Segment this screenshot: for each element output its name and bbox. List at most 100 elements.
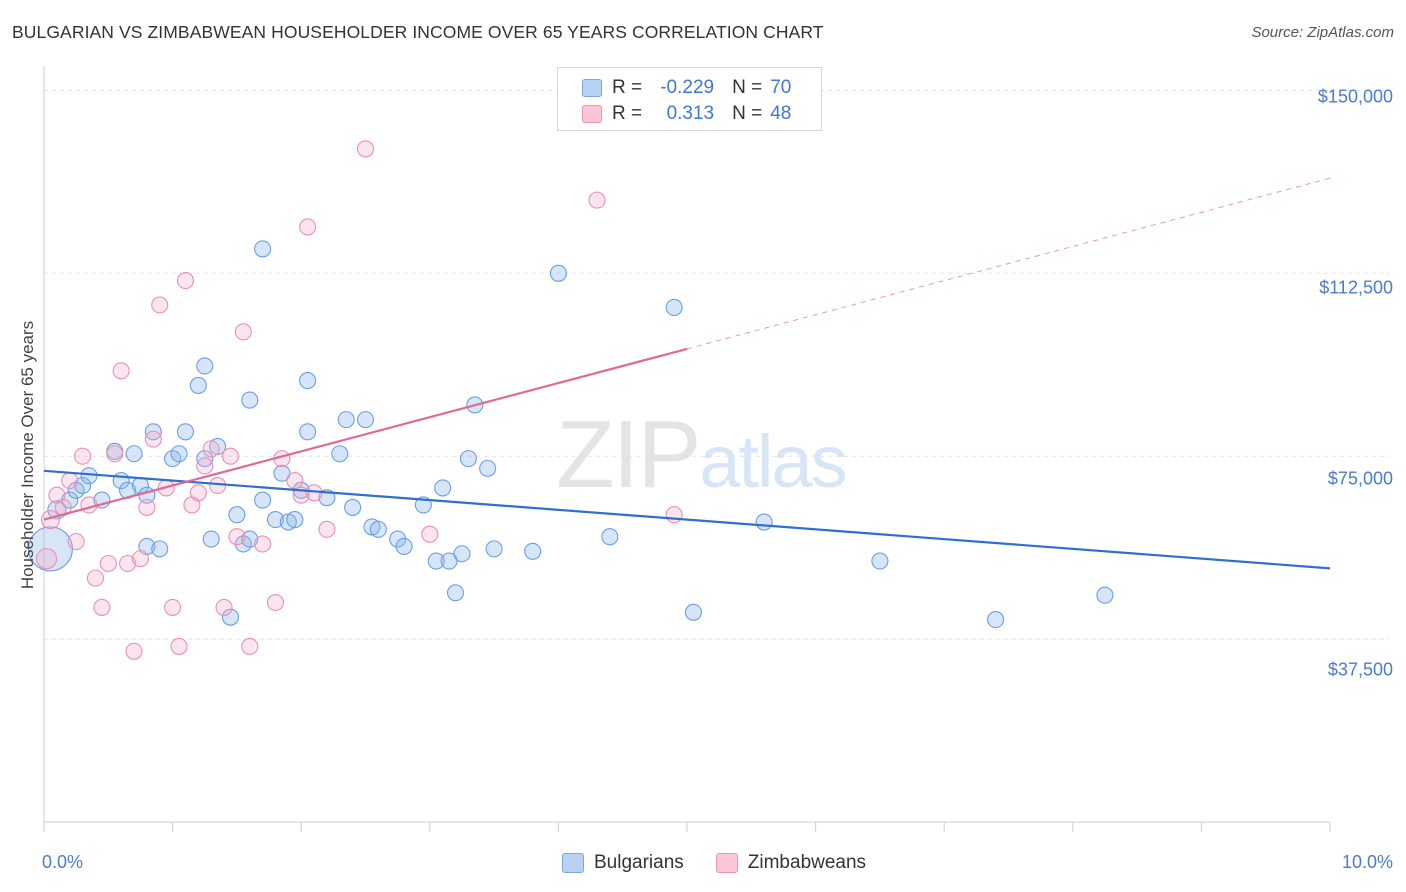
zimbabwean-point-42 (421, 525, 439, 543)
zimbabwean-point-25 (196, 457, 214, 475)
bulgarian-point-41 (344, 498, 362, 516)
zimbabwean-point-22 (176, 272, 195, 290)
bulgarian-point-40 (337, 411, 355, 429)
x-tick-label-max: 10.0% (1341, 852, 1393, 872)
bulgarian-point-31 (266, 511, 285, 529)
bulgarian-point-57 (524, 542, 542, 560)
zimbabwean-point-24 (189, 484, 207, 502)
bulgarian-point-34 (286, 511, 304, 529)
bulgarian-point-17 (170, 445, 188, 463)
bulgarian-point-48 (427, 552, 445, 570)
zimbabwean-point-20 (164, 598, 182, 616)
zimbabwean-point-1 (40, 510, 60, 530)
zimbabwean-point-29 (221, 447, 240, 465)
zimbabwean-point-14 (125, 642, 143, 660)
zimbabwean-point-10 (99, 554, 117, 573)
bulgarian-point-62 (755, 513, 773, 531)
legend-r-label: R = (612, 103, 643, 124)
bulgarian-point-63 (871, 552, 889, 570)
bulgarian-point-36 (299, 423, 317, 441)
legend-swatch-zimbabweans (715, 853, 738, 873)
legend-r-value: 0.313 (666, 103, 715, 124)
bulgarian-point-65 (1096, 586, 1114, 604)
zimbabwean-point-5 (67, 532, 85, 551)
zimbabwean-point-36 (286, 472, 304, 490)
zimbabwean-point-26 (202, 440, 220, 458)
bulgarian-point-55 (479, 459, 497, 477)
legend-row-bulgarians: R = -0.229 N = 70 (582, 77, 791, 99)
watermark-atlas: atlas (699, 420, 847, 503)
bulgarian-point-42 (356, 411, 375, 429)
zimbabwean-point-17 (144, 430, 162, 448)
bulgarian-point-21 (196, 450, 214, 468)
bulgarian-point-49 (434, 479, 452, 497)
legend-r-label: R = (612, 77, 643, 98)
zimbabwean-trend-extension (686, 177, 1331, 350)
bulgarian-point-60 (665, 298, 683, 316)
bulgarian-point-50 (440, 552, 458, 570)
bulgarian-point-28 (241, 530, 259, 548)
y-tick-label-37500: $37,500 (1327, 659, 1393, 680)
zimbabwean-point-8 (86, 569, 104, 587)
x-tick-label-min: 0.0% (42, 852, 84, 872)
zimbabwean-point-28 (215, 598, 233, 616)
bulgarian-point-25 (228, 506, 246, 524)
zimbabwean-point-16 (138, 498, 156, 516)
legend-label-zimbabweans: Zimbabweans (747, 852, 867, 873)
watermark-zip: ZIP (556, 401, 701, 508)
legend-item-bulgarians: Bulgarians (562, 852, 684, 874)
zimbabwean-point-38 (299, 218, 317, 236)
bulgarian-point-37 (299, 372, 317, 390)
watermark: ZIPatlas (556, 400, 848, 510)
bulgarian-point-19 (189, 376, 207, 395)
bulgarian-point-58 (549, 264, 567, 282)
bulgarian-point-32 (273, 464, 291, 482)
legend-n-value: 48 (770, 103, 792, 124)
bulgarian-point-52 (453, 545, 471, 563)
zimbabwean-point-11 (106, 445, 124, 463)
legend-n-label: N = (732, 103, 763, 124)
zimbabwean-point-6 (74, 447, 92, 465)
zimbabwean-point-9 (93, 598, 111, 616)
zimbabwean-point-43 (588, 191, 606, 209)
bulgarian-point-22 (202, 530, 220, 548)
zimbabwean-point-13 (119, 554, 137, 573)
zimbabwean-point-33 (254, 535, 272, 553)
legend-label-bulgarians: Bulgarians (594, 852, 684, 873)
legend-swatch-bulgarians (562, 853, 584, 873)
bulgarian-point-10 (125, 445, 143, 463)
bulgarian-point-59 (601, 528, 619, 546)
legend-swatch-bulgarians (582, 79, 602, 97)
zimbabwean-point-4 (61, 472, 79, 490)
zimbabwean-point-41 (356, 140, 375, 158)
legend-n-value: 70 (770, 77, 792, 98)
y-tick-label-150000: $150,000 (1317, 86, 1393, 107)
zimbabwean-point-0 (36, 548, 58, 570)
bulgarian-point-44 (369, 520, 387, 538)
y-tick-label-75000: $75,000 (1327, 468, 1393, 489)
bulgarian-point-29 (254, 240, 272, 258)
bulgarian-point-18 (176, 423, 195, 441)
zimbabwean-point-30 (228, 528, 246, 546)
series-legend: Bulgarians Zimbabweans (562, 852, 898, 874)
legend-row-zimbabweans: R = 0.313 N = 48 (582, 103, 791, 125)
bulgarian-point-46 (395, 537, 413, 555)
bulgarian-point-30 (254, 491, 272, 509)
zimbabwean-point-18 (151, 296, 169, 314)
zimbabwean-point-34 (266, 593, 285, 612)
zimbabwean-point-15 (131, 550, 149, 568)
y-axis-label: Householder Income Over 65 years (18, 320, 37, 590)
zimbabwean-point-40 (318, 520, 336, 538)
legend-r-value: -0.229 (660, 77, 715, 98)
bulgarian-point-56 (485, 540, 503, 558)
bulgarian-point-51 (446, 584, 465, 602)
legend-item-zimbabweans: Zimbabweans (715, 852, 867, 874)
y-tick-label-112500: $112,500 (1319, 277, 1393, 298)
chart-source: Source: ZipAtlas.com (1251, 24, 1394, 41)
bulgarian-point-15 (151, 540, 169, 558)
zimbabwean-trend-line (43, 347, 688, 521)
bulgarian-point-61 (684, 603, 702, 621)
bulgarian-point-27 (241, 391, 259, 409)
zimbabwean-point-7 (80, 496, 98, 514)
